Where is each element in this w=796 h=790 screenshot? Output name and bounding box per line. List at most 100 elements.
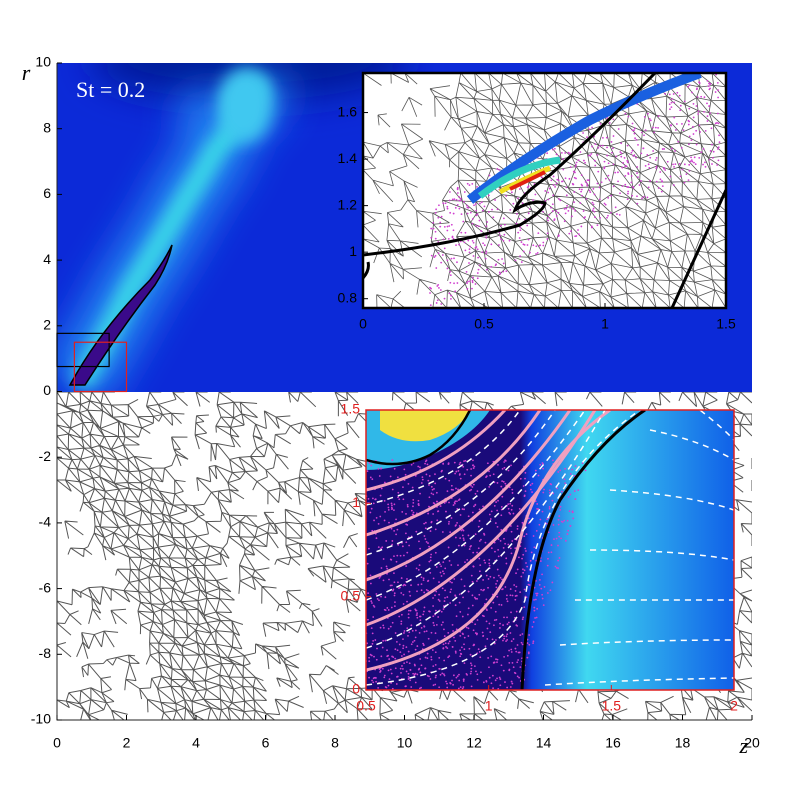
particle: [469, 280, 471, 283]
particle: [486, 462, 489, 465]
particle: [384, 596, 387, 599]
particle: [563, 519, 566, 522]
particle: [529, 559, 532, 562]
particle: [525, 533, 528, 535]
particle: [558, 557, 561, 559]
particle: [541, 593, 544, 596]
particle: [516, 213, 518, 215]
particle: [500, 224, 502, 227]
particle: [435, 208, 438, 211]
particle: [414, 681, 417, 684]
particle: [462, 678, 465, 681]
particle: [515, 650, 518, 653]
particle: [536, 607, 539, 610]
particle: [534, 193, 537, 196]
particle: [515, 222, 518, 225]
particle: [574, 235, 577, 238]
particle: [526, 565, 529, 568]
particle: [596, 154, 599, 156]
particle: [663, 167, 665, 170]
particle: [463, 508, 465, 511]
particle: [372, 639, 375, 642]
particle: [504, 681, 506, 683]
particle: [511, 492, 514, 494]
particle: [393, 594, 396, 597]
particle: [494, 522, 497, 524]
particle: [509, 513, 512, 515]
particle: [505, 598, 508, 600]
particle: [462, 633, 464, 636]
particle: [492, 661, 495, 664]
particle: [476, 248, 479, 251]
particle: [485, 252, 487, 255]
particle: [383, 481, 386, 484]
particle: [404, 473, 407, 476]
particle: [495, 618, 498, 621]
particle: [395, 560, 398, 563]
particle: [569, 524, 572, 527]
particle: [717, 89, 720, 92]
particle: [630, 181, 633, 184]
particle: [456, 675, 459, 678]
particle: [552, 194, 555, 197]
particle: [647, 112, 649, 115]
particle: [469, 672, 472, 675]
particle: [409, 609, 412, 612]
particle: [446, 267, 449, 270]
particle: [533, 606, 536, 609]
particle: [394, 667, 397, 670]
particle: [458, 195, 460, 198]
particle: [502, 239, 505, 242]
particle: [381, 667, 384, 670]
particle: [454, 206, 457, 209]
particle: [573, 490, 576, 492]
particle: [669, 108, 671, 111]
particle: [664, 169, 667, 171]
particle: [421, 478, 424, 481]
particle: [456, 522, 458, 524]
particle: [374, 639, 377, 641]
particle: [402, 603, 405, 605]
particle: [368, 676, 370, 679]
particle: [555, 566, 558, 569]
particle: [462, 465, 465, 468]
particle: [503, 466, 506, 469]
particle: [522, 568, 524, 571]
particle: [476, 272, 479, 274]
particle: [678, 94, 681, 97]
particle: [496, 482, 499, 484]
particle: [386, 607, 389, 609]
particle: [435, 590, 438, 593]
particle: [448, 655, 451, 657]
particle: [460, 646, 463, 649]
particle: [441, 587, 444, 590]
particle: [422, 577, 425, 580]
particle: [483, 588, 485, 591]
particle: [490, 547, 493, 550]
particle: [459, 477, 462, 480]
particle: [455, 198, 458, 201]
particle: [519, 255, 522, 258]
particle: [475, 209, 478, 212]
particle: [382, 626, 385, 629]
particle: [588, 189, 591, 192]
particle: [373, 655, 375, 658]
particle: [463, 636, 466, 639]
particle: [569, 493, 572, 496]
particle: [652, 126, 654, 129]
particle: [583, 216, 585, 219]
particle: [465, 626, 468, 629]
particle: [400, 613, 403, 616]
particle: [462, 680, 465, 682]
particle: [648, 167, 651, 169]
particle: [410, 509, 413, 512]
particle: [535, 616, 538, 619]
particle: [389, 625, 392, 628]
particle: [393, 509, 395, 511]
particle: [414, 648, 417, 651]
particle: [449, 211, 452, 214]
particle: [502, 270, 505, 273]
particle: [502, 480, 505, 483]
particle: [520, 261, 523, 263]
